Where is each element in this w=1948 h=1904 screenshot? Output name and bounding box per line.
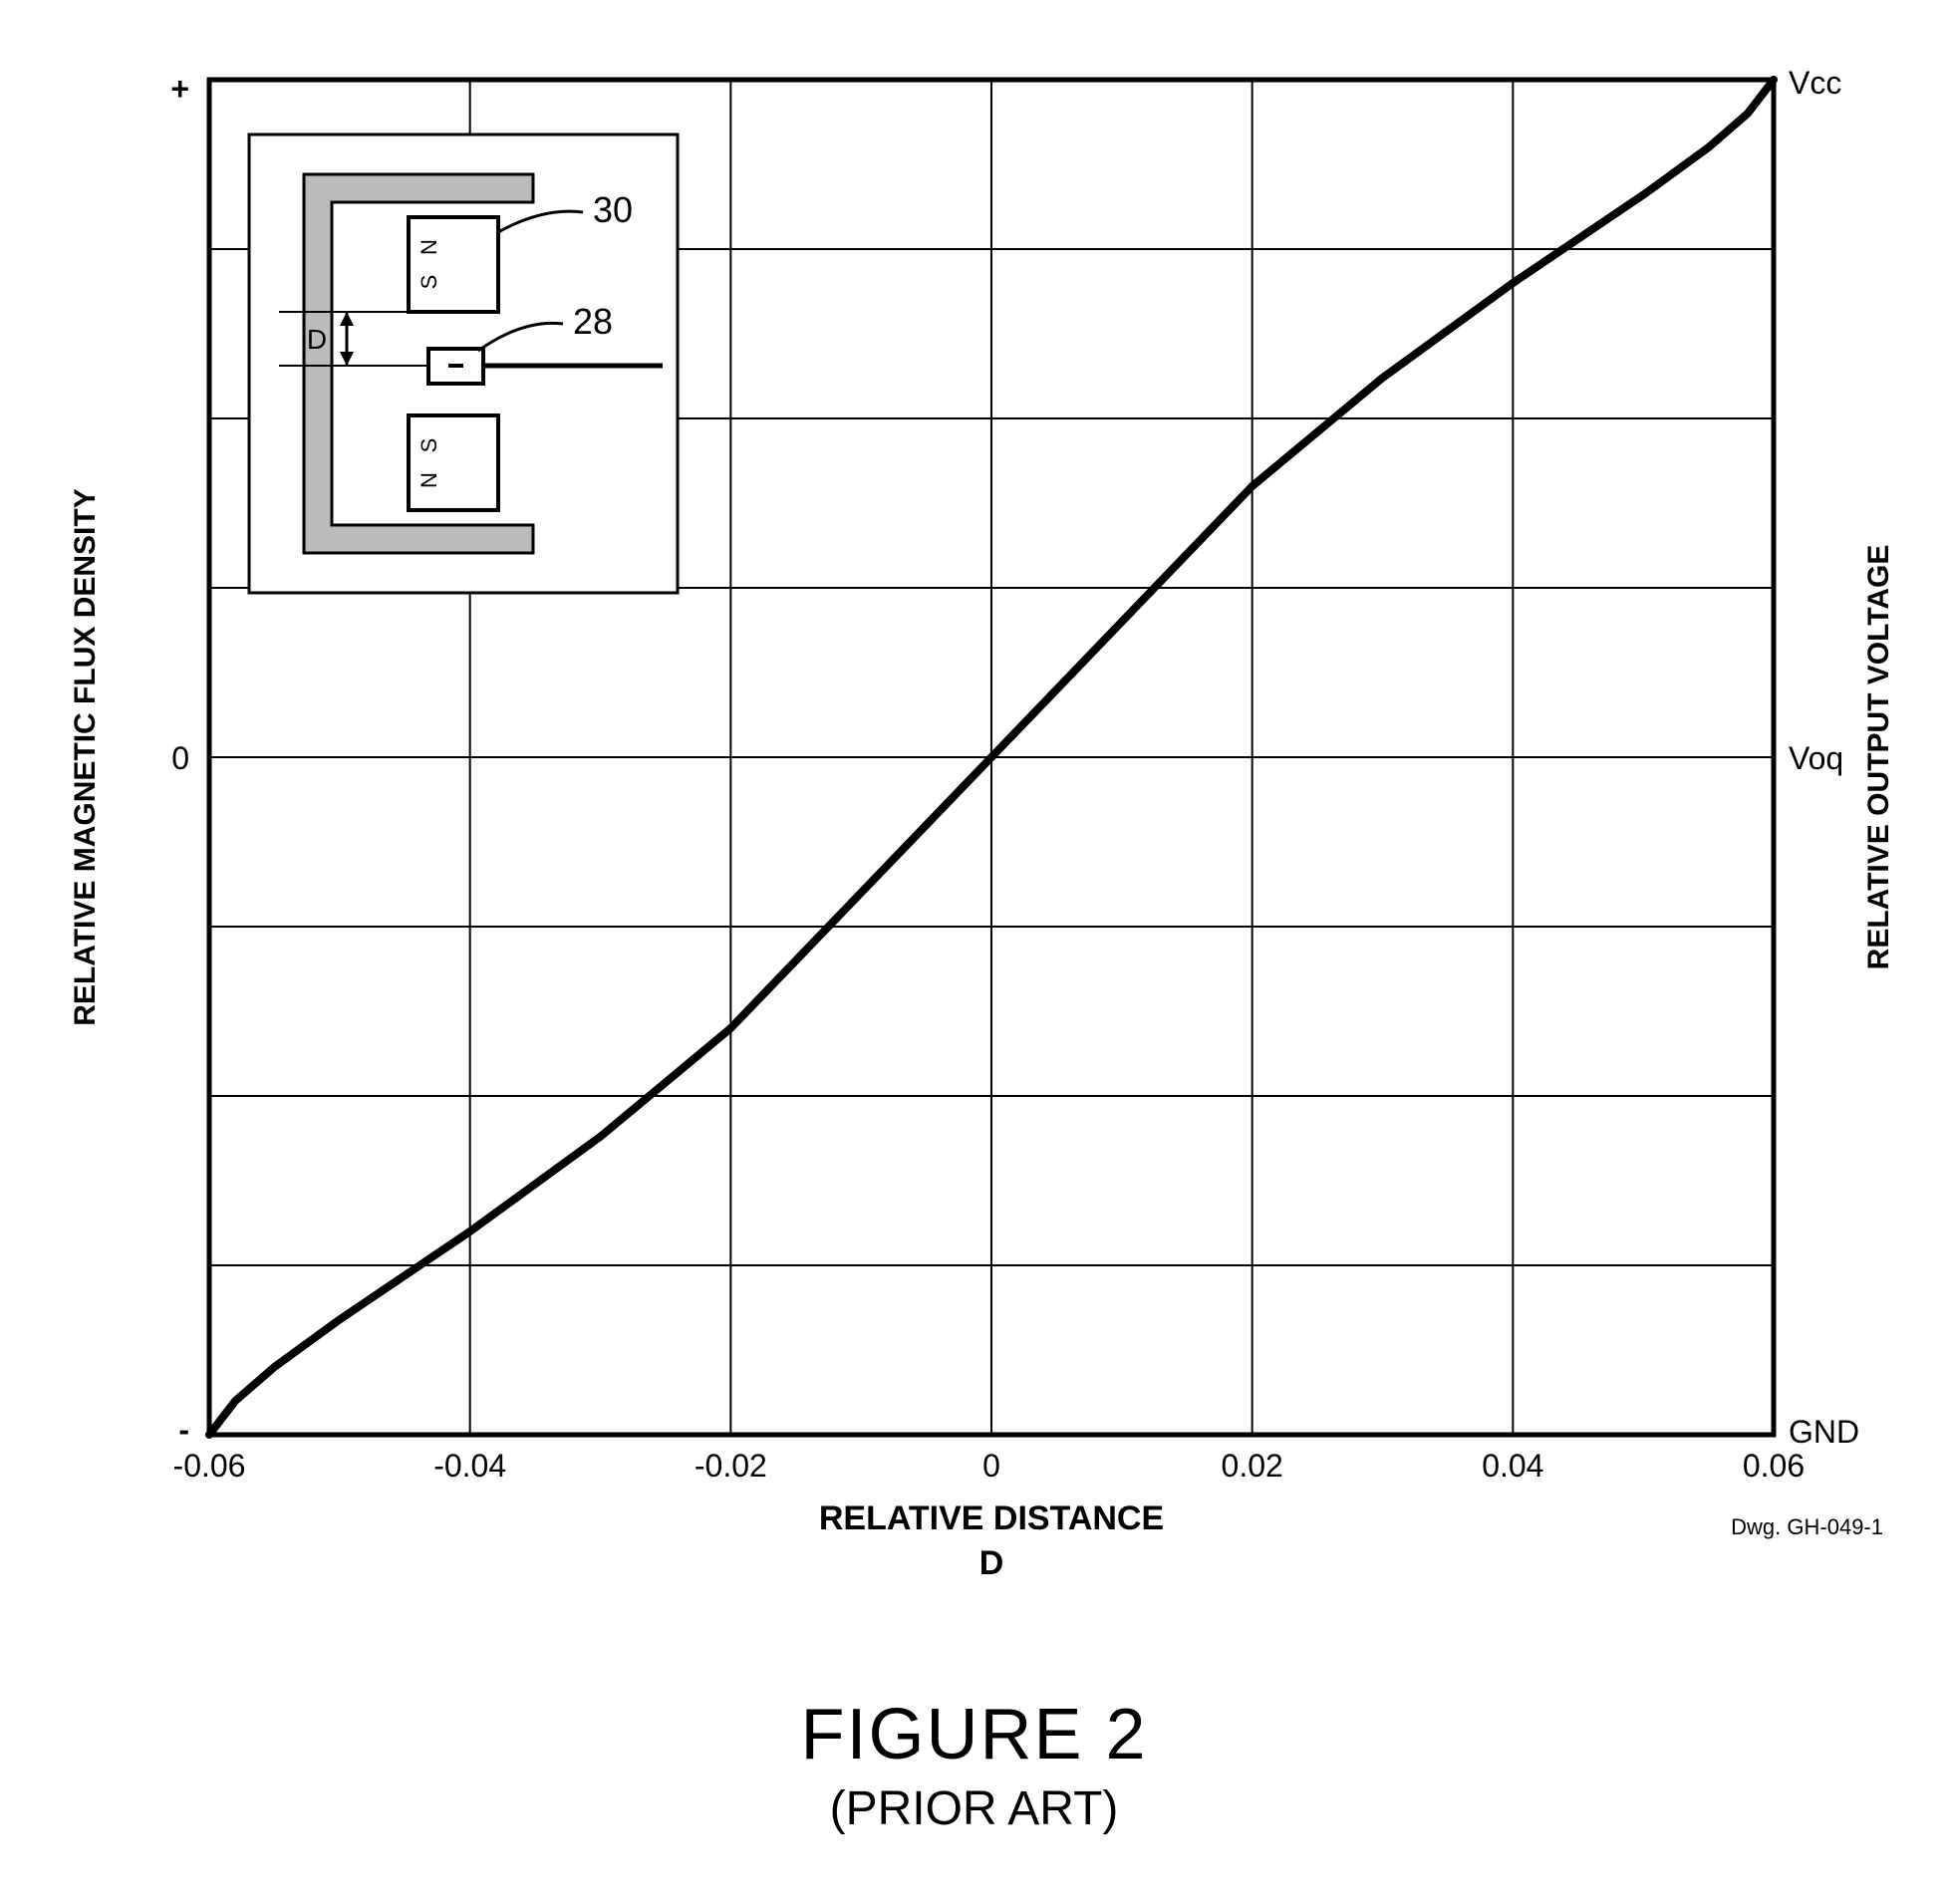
- figure-subtitle: (PRIOR ART): [40, 1781, 1908, 1836]
- svg-text:S: S: [417, 438, 441, 453]
- chart-svg: -0.06 -0.04 -0.02 0 0.02 0.04 0.06 RELATIVE DIS…: [40, 40, 1908, 1614]
- svg-text:Vcc: Vcc: [1789, 65, 1841, 101]
- svg-text:GND: GND: [1789, 1414, 1859, 1450]
- svg-text:0: 0: [982, 1448, 1000, 1484]
- svg-text:-: -: [178, 1412, 189, 1448]
- svg-text:0.04: 0.04: [1482, 1448, 1543, 1484]
- svg-text:+: +: [170, 71, 189, 107]
- svg-text:28: 28: [573, 301, 613, 342]
- svg-text:N: N: [417, 472, 441, 488]
- svg-text:RELATIVE MAGNETIC FLUX DENSITY: RELATIVE MAGNETIC FLUX DENSITY: [69, 488, 102, 1025]
- svg-text:-0.04: -0.04: [433, 1448, 506, 1484]
- svg-text:30: 30: [593, 189, 633, 230]
- figure-container: -0.06 -0.04 -0.02 0 0.02 0.04 0.06 RELATIVE DIS…: [40, 40, 1908, 1836]
- svg-text:Voq: Voq: [1789, 740, 1843, 776]
- svg-text:RELATIVE DISTANCE: RELATIVE DISTANCE: [819, 1499, 1164, 1537]
- svg-text:S: S: [417, 275, 441, 290]
- chart-area: -0.06 -0.04 -0.02 0 0.02 0.04 0.06 RELATIVE DIS…: [40, 40, 1908, 1614]
- svg-text:-0.02: -0.02: [695, 1448, 767, 1484]
- svg-text:D: D: [979, 1544, 1004, 1582]
- svg-text:0.06: 0.06: [1743, 1448, 1805, 1484]
- figure-title: FIGURE 2: [40, 1694, 1908, 1775]
- svg-text:D: D: [307, 324, 327, 355]
- svg-text:0.02: 0.02: [1222, 1448, 1283, 1484]
- svg-text:0: 0: [171, 740, 189, 776]
- figure-caption: FIGURE 2 (PRIOR ART): [40, 1694, 1908, 1836]
- svg-text:Dwg. GH-049-1: Dwg. GH-049-1: [1731, 1514, 1883, 1539]
- svg-text:-0.06: -0.06: [173, 1448, 246, 1484]
- svg-text:N: N: [417, 239, 441, 255]
- svg-text:RELATIVE OUTPUT VOLTAGE: RELATIVE OUTPUT VOLTAGE: [1862, 545, 1895, 970]
